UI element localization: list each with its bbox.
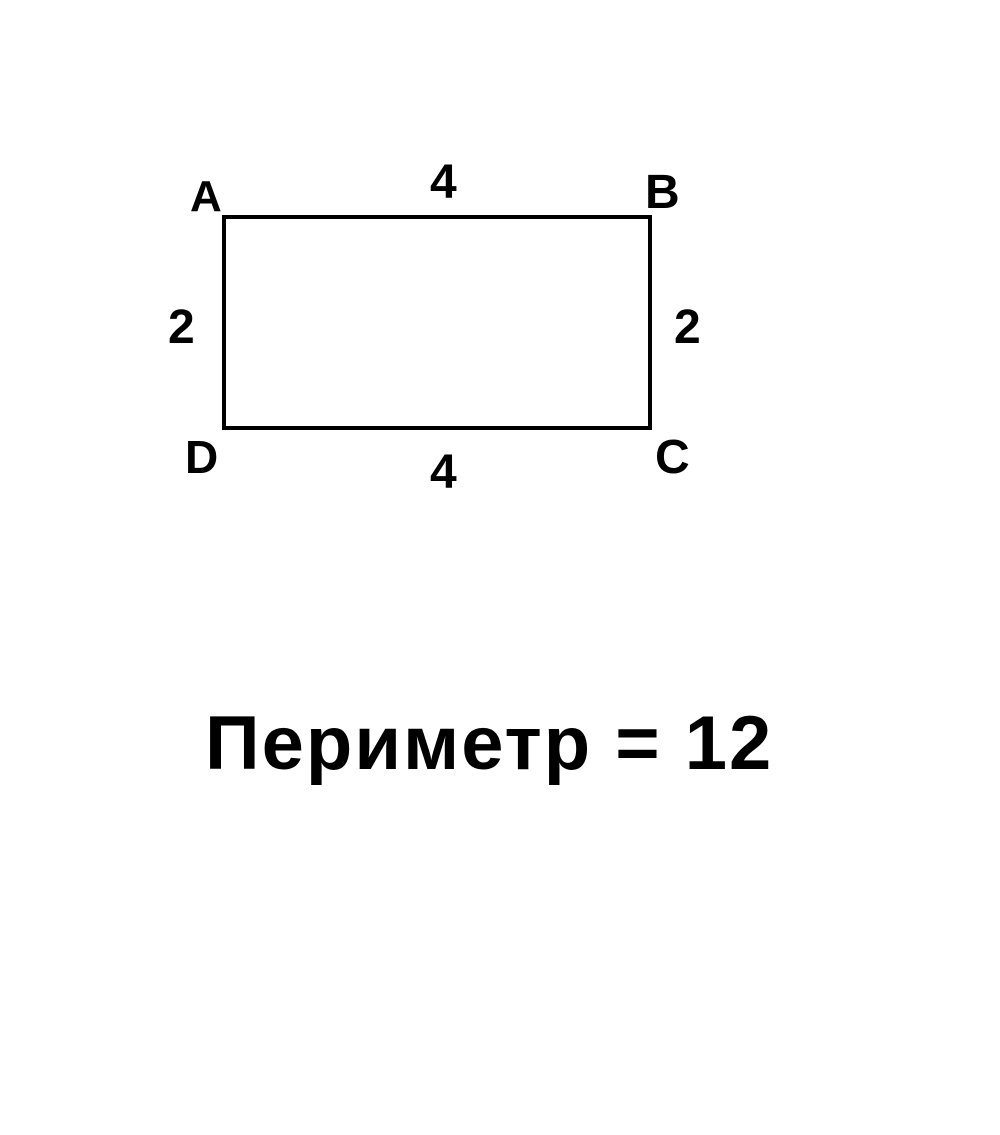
- vertex-label-a: A: [190, 172, 222, 222]
- perimeter-diagram: A B C D 4 2 4 2 Периметр = 12: [0, 0, 1000, 1135]
- side-label-bottom: 4: [430, 445, 457, 500]
- perimeter-result: Периметр = 12: [205, 700, 773, 787]
- vertex-label-b: B: [645, 165, 680, 220]
- rectangle-shape: [222, 215, 652, 430]
- vertex-label-c: C: [655, 430, 690, 485]
- side-label-left: 2: [168, 300, 195, 355]
- side-label-right: 2: [674, 300, 701, 355]
- side-label-top: 4: [430, 155, 457, 210]
- vertex-label-d: D: [185, 430, 218, 484]
